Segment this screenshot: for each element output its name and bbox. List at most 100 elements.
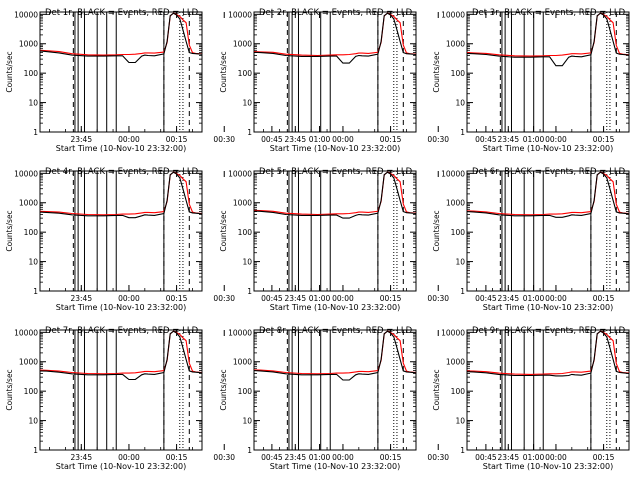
x-tick-label: 00:30 <box>213 135 235 144</box>
y-tick-label: 1000 <box>446 40 465 49</box>
y-tick-label: 1 <box>33 128 38 137</box>
y-tick-label: 100 <box>238 387 253 396</box>
plot-frame <box>39 11 203 133</box>
x-tick-label: 00:15 <box>166 294 188 303</box>
events-series-line <box>467 12 629 67</box>
lld-series-line <box>254 171 416 216</box>
panel-det-4r: Det 4r, BLACK = Events, RED = LLD1101001… <box>5 167 331 312</box>
y-axis-label: Counts/sec <box>5 210 14 251</box>
x-tick-label: 00:45 <box>261 294 283 303</box>
lld-series-line <box>254 330 416 375</box>
x-tick-label: 01:00 <box>523 453 545 462</box>
x-tick-label: 00:00 <box>332 453 354 462</box>
y-tick-label: 100 <box>238 228 253 237</box>
x-tick-label: 00:15 <box>380 294 402 303</box>
x-axis-label: Start Time (10-Nov-10 23:32:00) <box>270 144 400 153</box>
y-tick-label: 1000 <box>19 358 38 367</box>
y-axis-label: Counts/sec <box>219 369 228 410</box>
y-tick-label: 10 <box>242 258 252 267</box>
y-tick-label: 100 <box>451 387 466 396</box>
panel-det-8r: Det 8r, BLACK = Events, RED = LLD1101001… <box>219 326 545 471</box>
x-tick-label: 00:30 <box>213 453 235 462</box>
plot-frame <box>39 329 203 451</box>
x-axis-label: Start Time (10-Nov-10 23:32:00) <box>56 144 186 153</box>
x-tick-label: 00:00 <box>545 294 567 303</box>
x-tick-label: 00:45 <box>261 135 283 144</box>
x-axis-label: Start Time (10-Nov-10 23:32:00) <box>483 303 613 312</box>
x-tick-label: 00:00 <box>118 135 140 144</box>
y-tick-label: 10000 <box>14 169 38 178</box>
plot-frame <box>39 170 203 292</box>
x-tick-label: 23:45 <box>284 135 306 144</box>
lld-series-line <box>40 171 202 216</box>
lld-series-line <box>254 12 416 57</box>
x-axis-label: Start Time (10-Nov-10 23:32:00) <box>56 462 186 471</box>
x-axis-label: Start Time (10-Nov-10 23:32:00) <box>483 144 613 153</box>
x-axis-label: Start Time (10-Nov-10 23:32:00) <box>270 303 400 312</box>
panel-title: Det 9r, BLACK = Events, RED = LLD <box>472 326 626 336</box>
x-tick-label: 00:45 <box>475 294 497 303</box>
y-tick-label: 100 <box>24 387 39 396</box>
y-tick-label: 10 <box>28 417 38 426</box>
x-tick-label: 00:45 <box>475 135 497 144</box>
events-series-line <box>40 171 202 219</box>
y-axis-label: Counts/sec <box>5 369 14 410</box>
x-tick-label: 00:15 <box>593 294 615 303</box>
y-tick-label: 1 <box>247 128 252 137</box>
panel-title: Det 2r, BLACK = Events, RED = LLD <box>259 8 413 18</box>
y-tick-label: 100 <box>451 228 466 237</box>
lld-series-line <box>467 12 629 57</box>
y-tick-label: 10 <box>455 99 465 108</box>
y-tick-label: 1000 <box>446 358 465 367</box>
x-tick-label: 00:00 <box>332 294 354 303</box>
x-tick-label: 00:45 <box>261 453 283 462</box>
y-tick-label: 1 <box>460 446 465 455</box>
x-tick-label: 00:00 <box>118 453 140 462</box>
x-tick-label: 00:00 <box>545 135 567 144</box>
y-tick-label: 100 <box>24 228 39 237</box>
lld-series-line <box>40 12 202 56</box>
y-tick-label: 10 <box>28 99 38 108</box>
x-tick-label: 00:30 <box>427 294 449 303</box>
y-tick-label: 1000 <box>446 199 465 208</box>
x-tick-label: 01:00 <box>309 453 331 462</box>
events-series-line <box>467 171 629 218</box>
y-axis-label: Counts/sec <box>432 369 441 410</box>
y-tick-label: 100 <box>238 69 253 78</box>
x-tick-label: 00:15 <box>380 135 402 144</box>
y-tick-label: 1 <box>460 287 465 296</box>
y-tick-label: 1 <box>460 128 465 137</box>
x-tick-label: 00:00 <box>118 294 140 303</box>
panel-title: Det 6r, BLACK = Events, RED = LLD <box>472 167 626 177</box>
x-tick-label: 00:15 <box>593 135 615 144</box>
y-tick-label: 10000 <box>228 328 252 337</box>
x-tick-label: 01:00 <box>523 135 545 144</box>
x-tick-label: 23:45 <box>70 135 92 144</box>
events-series-line <box>254 12 416 64</box>
x-tick-label: 00:15 <box>166 453 188 462</box>
x-tick-label: 01:00 <box>309 294 331 303</box>
x-tick-label: 00:15 <box>166 135 188 144</box>
y-axis-label: Counts/sec <box>5 51 14 92</box>
plot-frame <box>253 170 417 292</box>
panel-title: Det 4r, BLACK = Events, RED = LLD <box>45 167 199 177</box>
x-tick-label: 00:00 <box>332 135 354 144</box>
x-tick-label: 23:45 <box>70 294 92 303</box>
y-tick-label: 1000 <box>233 199 252 208</box>
y-tick-label: 100 <box>24 69 39 78</box>
plot-frame <box>253 11 417 133</box>
events-series-line <box>40 330 202 381</box>
y-tick-label: 10000 <box>228 10 252 19</box>
panel-title: Det 3r, BLACK = Events, RED = LLD <box>472 8 626 18</box>
y-tick-label: 10 <box>242 99 252 108</box>
events-series-line <box>40 12 202 64</box>
panel-det-9r: Det 9r, BLACK = Events, RED = LLD 1 10 100 1… <box>432 326 630 471</box>
x-axis-label: Start Time (10-Nov-10 23:32:00) <box>270 462 400 471</box>
x-axis-label: Start Time (10-Nov-10 23:32:00) <box>56 303 186 312</box>
y-tick-label: 1000 <box>233 358 252 367</box>
x-axis-label: Start Time (10-Nov-10 23:32:00) <box>483 462 613 471</box>
panel-title: Det 7r, BLACK = Events, RED = LLD <box>45 326 199 336</box>
x-tick-label: 23:45 <box>284 453 306 462</box>
y-tick-label: 100 <box>451 69 466 78</box>
x-tick-label: 23:45 <box>497 135 519 144</box>
